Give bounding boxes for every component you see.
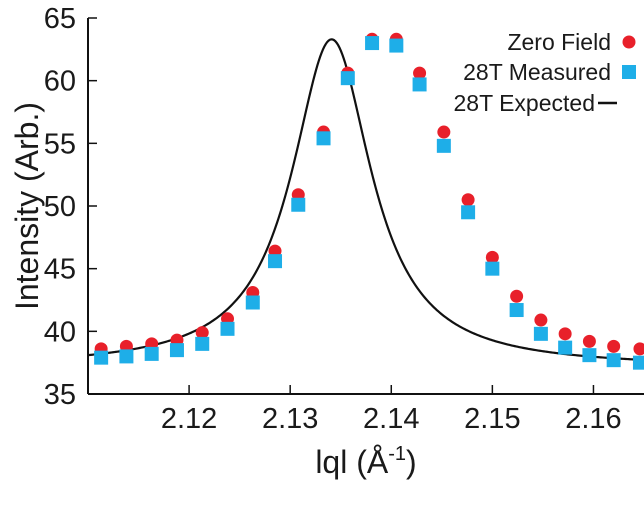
point-zero-field bbox=[633, 342, 644, 356]
x-axis-title: lql (Å-1) bbox=[315, 443, 416, 480]
tick-labels: 35 40 45 50 55 60 65 2.12 2.13 2.14 2.15 2.16 bbox=[44, 3, 622, 435]
point-zero-field bbox=[582, 334, 596, 348]
point-28t-measured bbox=[632, 355, 644, 370]
y-tick-label: 35 bbox=[44, 379, 76, 411]
point-zero-field bbox=[558, 327, 572, 341]
point-28t-measured bbox=[316, 131, 331, 146]
point-zero-field bbox=[485, 250, 499, 264]
legend-label-28t-measured: 28T Measured bbox=[463, 59, 611, 85]
point-28t-measured bbox=[509, 303, 524, 318]
point-28t-measured bbox=[533, 326, 548, 341]
x-axis-title-exponent: -1 bbox=[388, 443, 406, 465]
point-28t-measured bbox=[119, 349, 134, 364]
x-axis-title-unit: Å bbox=[367, 444, 389, 480]
point-zero-field bbox=[510, 289, 524, 303]
point-28t-measured bbox=[169, 343, 184, 358]
point-zero-field bbox=[195, 326, 209, 340]
point-28t-measured bbox=[485, 261, 500, 276]
legend: Zero Field 28T Measured 28T Expected bbox=[453, 29, 636, 116]
x-axis-title-main: lql ( bbox=[315, 444, 367, 480]
y-tick-label: 60 bbox=[44, 66, 76, 98]
x-tick-label: 2.13 bbox=[262, 403, 318, 435]
x-axis-title-close: ) bbox=[406, 444, 417, 480]
point-28t-measured bbox=[461, 205, 476, 220]
point-28t-measured bbox=[291, 197, 306, 212]
x-tick-label: 2.12 bbox=[161, 403, 217, 435]
point-zero-field bbox=[461, 193, 475, 207]
point-28t-measured bbox=[268, 254, 283, 269]
point-28t-measured bbox=[389, 38, 404, 53]
x-tick-label: 2.15 bbox=[464, 403, 520, 435]
point-28t-measured bbox=[365, 36, 380, 51]
y-tick-label: 65 bbox=[44, 3, 76, 35]
point-28t-measured bbox=[195, 336, 210, 351]
point-28t-measured bbox=[220, 321, 235, 336]
point-28t-measured bbox=[436, 138, 451, 153]
x-tick-label: 2.14 bbox=[363, 403, 419, 435]
legend-marker-28t-measured bbox=[622, 65, 636, 79]
series-28t-expected-line bbox=[88, 38, 644, 362]
legend-label-28t-expected: 28T Expected bbox=[453, 90, 595, 116]
point-28t-measured bbox=[582, 348, 597, 363]
point-28t-measured bbox=[245, 295, 260, 310]
point-28t-measured bbox=[94, 350, 109, 365]
y-tick-label: 50 bbox=[44, 191, 76, 223]
y-tick-label: 40 bbox=[44, 316, 76, 348]
y-tick-label: 55 bbox=[44, 128, 76, 160]
point-zero-field bbox=[534, 313, 548, 327]
point-zero-field bbox=[413, 66, 427, 80]
point-28t-measured bbox=[606, 353, 621, 368]
x-tick-label: 2.16 bbox=[565, 403, 621, 435]
point-zero-field bbox=[607, 339, 621, 353]
y-tick-label: 45 bbox=[44, 254, 76, 286]
point-28t-measured bbox=[144, 346, 159, 361]
y-axis-title: Intensity (Arb.) bbox=[9, 102, 45, 310]
legend-label-zero-field: Zero Field bbox=[507, 29, 611, 55]
point-28t-measured bbox=[340, 71, 355, 86]
legend-marker-zero-field bbox=[622, 35, 636, 49]
tick-marks bbox=[88, 17, 595, 395]
point-zero-field bbox=[437, 125, 451, 139]
data-layer bbox=[88, 32, 644, 370]
point-28t-measured bbox=[558, 340, 573, 355]
point-28t-measured bbox=[412, 77, 427, 92]
